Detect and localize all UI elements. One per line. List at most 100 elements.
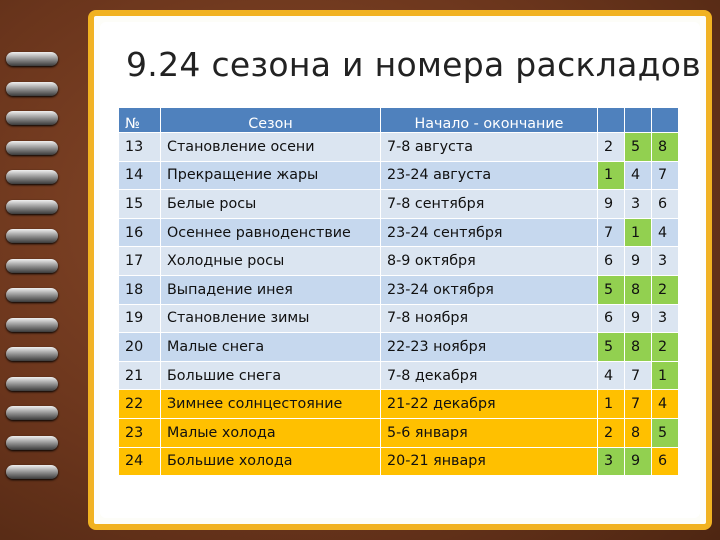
row-period: 21-22 декабря [380, 389, 598, 419]
row-digit-a: 3 [597, 446, 625, 477]
row-season: Белые росы [160, 189, 381, 219]
row-season: Холодные росы [160, 246, 381, 276]
table-row: 18 Выпадение инея 23-24 октября 5 8 2 [118, 274, 679, 305]
table-header-row: № Сезон Начало - окончание [118, 107, 679, 133]
row-number: 20 [118, 332, 161, 362]
row-period: 20-21 января [380, 446, 598, 477]
row-digit-c: 4 [651, 217, 679, 248]
binder-ring [6, 170, 58, 184]
row-digit-b: 9 [624, 303, 652, 334]
binder-ring [6, 435, 58, 450]
row-period: 23-24 августа [380, 160, 598, 191]
binder-ring [6, 140, 58, 155]
binder-ring [6, 111, 58, 125]
binder-ring [6, 229, 58, 243]
row-digit-c: 1 [651, 360, 679, 391]
table-row: 17 Холодные росы 8-9 октября 6 9 3 [118, 246, 679, 276]
row-number: 23 [118, 417, 161, 448]
row-digit-c: 6 [651, 446, 679, 477]
row-digit-a: 5 [597, 332, 625, 362]
row-digit-c: 6 [651, 189, 679, 219]
header-digit-c [651, 107, 679, 133]
row-season: Малые снега [160, 332, 381, 362]
table-row: 19 Становление зимы 7-8 ноября 6 9 3 [118, 303, 679, 334]
row-digit-b: 9 [624, 246, 652, 276]
binder-ring [6, 347, 58, 361]
row-digit-b: 8 [624, 417, 652, 448]
binder-ring [6, 258, 58, 273]
table-row: 23 Малые холода 5-6 января 2 8 5 [118, 417, 679, 448]
row-digit-c: 7 [651, 160, 679, 191]
row-digit-b: 8 [624, 274, 652, 305]
row-digit-b: 5 [624, 132, 652, 162]
row-period: 7-8 августа [380, 132, 598, 162]
binder-ring [6, 406, 58, 420]
row-digit-a: 6 [597, 303, 625, 334]
row-digit-b: 1 [624, 217, 652, 248]
header-season: Сезон [160, 107, 381, 133]
binder-ring [6, 81, 58, 96]
row-number: 24 [118, 446, 161, 477]
binder-ring [6, 52, 58, 66]
binder-ring [6, 465, 58, 479]
table-row: 24 Большие холода 20-21 января 3 9 6 [118, 446, 679, 477]
row-digit-c: 2 [651, 332, 679, 362]
binder-ring [6, 288, 58, 302]
row-digit-a: 2 [597, 417, 625, 448]
row-digit-b: 8 [624, 332, 652, 362]
row-digit-b: 9 [624, 446, 652, 477]
header-number: № [118, 107, 161, 133]
header-digit-a [597, 107, 625, 133]
row-season: Зимнее солнцестояние [160, 389, 381, 419]
row-period: 22-23 ноября [380, 332, 598, 362]
row-season: Большие снега [160, 360, 381, 391]
binder-ring [6, 199, 58, 214]
page-title: 9.24 сезона и номера раскладов [126, 45, 702, 84]
header-period: Начало - окончание [380, 107, 598, 133]
row-number: 17 [118, 246, 161, 276]
row-number: 18 [118, 274, 161, 305]
row-season: Большие холода [160, 446, 381, 477]
row-digit-a: 7 [597, 217, 625, 248]
row-digit-b: 3 [624, 189, 652, 219]
row-number: 15 [118, 189, 161, 219]
table-row: 21 Большие снега 7-8 декабря 4 7 1 [118, 360, 679, 391]
row-digit-b: 7 [624, 360, 652, 391]
row-number: 21 [118, 360, 161, 391]
row-digit-a: 2 [597, 132, 625, 162]
row-number: 14 [118, 160, 161, 191]
header-digit-b [624, 107, 652, 133]
table-row: 14 Прекращение жары 23-24 августа 1 4 7 [118, 160, 679, 191]
row-period: 7-8 сентября [380, 189, 598, 219]
binder-ring [6, 317, 58, 332]
row-season: Выпадение инея [160, 274, 381, 305]
seasons-table: № Сезон Начало - окончание 13 Становление… [118, 107, 679, 477]
row-period: 23-24 октября [380, 274, 598, 305]
row-number: 13 [118, 132, 161, 162]
row-digit-a: 9 [597, 189, 625, 219]
row-season: Малые холода [160, 417, 381, 448]
row-period: 5-6 января [380, 417, 598, 448]
row-digit-c: 8 [651, 132, 679, 162]
row-digit-a: 4 [597, 360, 625, 391]
row-digit-c: 4 [651, 389, 679, 419]
row-digit-a: 1 [597, 389, 625, 419]
table-row: 16 Осеннее равноденствие 23-24 сентября 7 1 4 [118, 217, 679, 248]
row-period: 23-24 сентября [380, 217, 598, 248]
row-digit-c: 3 [651, 303, 679, 334]
row-season: Прекращение жары [160, 160, 381, 191]
row-period: 7-8 ноября [380, 303, 598, 334]
row-digit-c: 5 [651, 417, 679, 448]
row-digit-b: 7 [624, 389, 652, 419]
row-season: Становление осени [160, 132, 381, 162]
row-season: Осеннее равноденствие [160, 217, 381, 248]
row-number: 22 [118, 389, 161, 419]
row-season: Становление зимы [160, 303, 381, 334]
row-period: 8-9 октября [380, 246, 598, 276]
row-digit-a: 6 [597, 246, 625, 276]
table-row: 22 Зимнее солнцестояние 21-22 декабря 1 7 4 [118, 389, 679, 419]
row-digit-a: 5 [597, 274, 625, 305]
table-body: 13 Становление осени 7-8 августа 2 5 8 14 Прекр… [118, 132, 679, 477]
row-number: 16 [118, 217, 161, 248]
row-digit-b: 4 [624, 160, 652, 191]
